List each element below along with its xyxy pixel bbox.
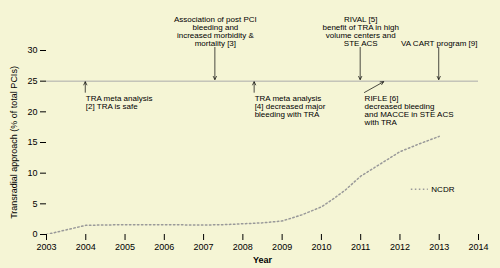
svg-text:2005: 2005 xyxy=(115,242,135,252)
svg-text:RIFLE [6]decreased bleedingand: RIFLE [6]decreased bleedingand MACCE in … xyxy=(364,94,454,127)
svg-text:RIVAL [5]benefit of TRA in hig: RIVAL [5]benefit of TRA in highvolume ce… xyxy=(323,15,399,48)
svg-text:0: 0 xyxy=(32,229,37,239)
svg-text:30: 30 xyxy=(27,45,37,55)
svg-text:5: 5 xyxy=(32,199,37,209)
svg-text:10: 10 xyxy=(27,168,37,178)
svg-text:2003: 2003 xyxy=(36,242,56,252)
svg-text:TRA meta analysis[4] decreased: TRA meta analysis[4] decreased majorblee… xyxy=(255,94,326,119)
svg-text:TRA meta analysis[2] TRA is sa: TRA meta analysis[2] TRA is safe xyxy=(86,94,153,111)
svg-text:2007: 2007 xyxy=(194,242,214,252)
svg-text:VA CART program [9]: VA CART program [9] xyxy=(401,39,477,48)
svg-text:2004: 2004 xyxy=(76,242,96,252)
svg-text:2013: 2013 xyxy=(429,242,449,252)
svg-text:Association of post PCIbleedin: Association of post PCIbleeding andincre… xyxy=(174,15,257,48)
svg-text:2010: 2010 xyxy=(311,242,331,252)
svg-text:25: 25 xyxy=(27,76,37,86)
svg-text:2014: 2014 xyxy=(468,242,488,252)
svg-text:NCDR: NCDR xyxy=(431,185,454,194)
svg-text:2011: 2011 xyxy=(351,242,370,252)
svg-text:Year: Year xyxy=(253,255,273,265)
svg-text:15: 15 xyxy=(27,137,37,147)
svg-text:2006: 2006 xyxy=(154,242,174,252)
svg-text:2012: 2012 xyxy=(390,242,410,252)
svg-text:Transradial approach (% of tot: Transradial approach (% of total PCIs) xyxy=(9,66,19,219)
svg-text:2008: 2008 xyxy=(233,242,253,252)
svg-text:20: 20 xyxy=(27,107,37,117)
svg-text:2009: 2009 xyxy=(272,242,292,252)
